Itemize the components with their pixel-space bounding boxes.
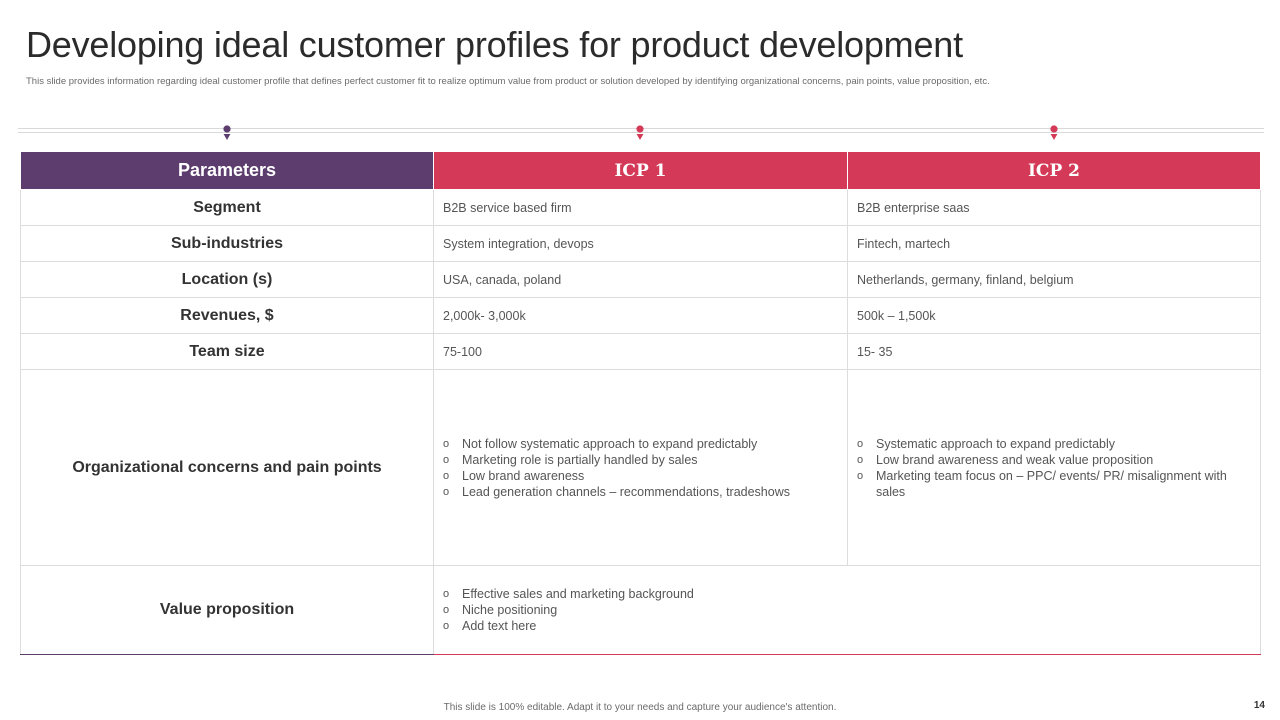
param-label: Segment [20,189,434,226]
bullet-icon: o [443,620,450,632]
list-item: o Niche positioning [443,602,1251,618]
bullet-list: o Effective sales and marketing backgroun… [443,586,1251,634]
list-item: o Low brand awareness and weak value prop… [857,452,1251,468]
icp1-cell: System integration, devops [433,225,848,262]
bullet-list: o Not follow systematic approach to expan… [443,436,838,500]
list-item: o Systematic approach to expand predictab… [857,436,1251,452]
bullet-icon: o [857,453,864,466]
list-item-text: Lead generation channels – recommendatio… [462,484,790,499]
bullet-icon: o [443,437,450,450]
list-item-text: Add text here [462,619,537,633]
icp1-cell: 2,000k- 3,000k [433,297,848,334]
bullet-icon: o [857,469,864,482]
header-parameters: Parameters [20,151,434,190]
icp1-cell: USA, canada, poland [433,261,848,298]
list-item-text: Effective sales and marketing background [462,587,694,601]
header-icp-2: ICP 2 [847,151,1261,190]
table-row: Organizational concerns and pain points … [20,369,1261,566]
icp2-cell: 15- 35 [847,333,1261,370]
list-item-text: Marketing team focus on – PPC/ events/ P… [876,468,1227,499]
list-item: o Add text here [443,618,1251,634]
bullet-icon: o [443,588,450,600]
icp-table: Parameters ICP 1 ICP 2 Segment B2B servi… [20,151,1261,655]
param-label: Organizational concerns and pain points [20,369,434,566]
param-label: Team size [20,333,434,370]
slide-title: Developing ideal customer profiles for p… [26,24,963,65]
bullet-list: o Systematic approach to expand predictab… [857,436,1251,500]
list-item-text: Niche positioning [462,603,558,617]
icp2-cell: o Systematic approach to expand predictab… [847,369,1261,566]
icp1-cell: 75-100 [433,333,848,370]
table-row: Segment B2B service based firm B2B enter… [20,189,1261,226]
list-item: o Lead generation channels – recommendati… [443,484,838,500]
bullet-icon: o [443,485,450,498]
icp2-cell: Netherlands, germany, finland, belgium [847,261,1261,298]
param-label: Value proposition [20,565,434,655]
table-row: Location (s) USA, canada, poland Netherl… [20,261,1261,298]
table-row: Sub-industries System integration, devop… [20,225,1261,262]
list-item-text: Systematic approach to expand predictabl… [876,436,1116,451]
list-item-text: Not follow systematic approach to expand… [462,436,758,451]
map-pin-icon [222,125,232,141]
icp2-cell: 500k – 1,500k [847,297,1261,334]
map-pin-icon [635,125,645,141]
bullet-icon: o [443,469,450,482]
bullet-icon: o [443,453,450,466]
table-header-row: Parameters ICP 1 ICP 2 [20,151,1261,190]
bullet-icon: o [857,437,864,450]
icp1-cell: o Not follow systematic approach to expan… [433,369,848,566]
icp2-cell: Fintech, martech [847,225,1261,262]
top-divider [18,132,1264,133]
slide-subtitle: This slide provides information regardin… [26,76,990,87]
param-label: Sub-industries [20,225,434,262]
list-item-text: Marketing role is partially handled by s… [462,452,698,467]
page-number: 14 [1253,700,1265,711]
list-item: o Marketing role is partially handled by … [443,452,838,468]
header-icp-1: ICP 1 [433,151,848,190]
list-item: o Marketing team focus on – PPC/ events/ … [857,468,1251,500]
table-row: Team size 75-100 15- 35 [20,333,1261,370]
list-item-text: Low brand awareness and weak value propo… [876,452,1154,467]
icp2-cell: B2B enterprise saas [847,189,1261,226]
list-item: o Not follow systematic approach to expan… [443,436,838,452]
list-item: o Effective sales and marketing backgroun… [443,586,1251,602]
list-item-text: Low brand awareness [462,468,585,483]
value-proposition-cell: o Effective sales and marketing backgroun… [433,565,1261,655]
param-label: Revenues, $ [20,297,434,334]
table-row: Revenues, $ 2,000k- 3,000k 500k – 1,500k [20,297,1261,334]
map-pin-icon [1049,125,1059,141]
table-row: Value proposition o Effective sales and m… [20,565,1261,655]
list-item: o Low brand awareness [443,468,838,484]
bullet-icon: o [443,604,450,616]
slide-footer: This slide is 100% editable. Adapt it to… [443,702,837,713]
icp1-cell: B2B service based firm [433,189,848,226]
param-label: Location (s) [20,261,434,298]
